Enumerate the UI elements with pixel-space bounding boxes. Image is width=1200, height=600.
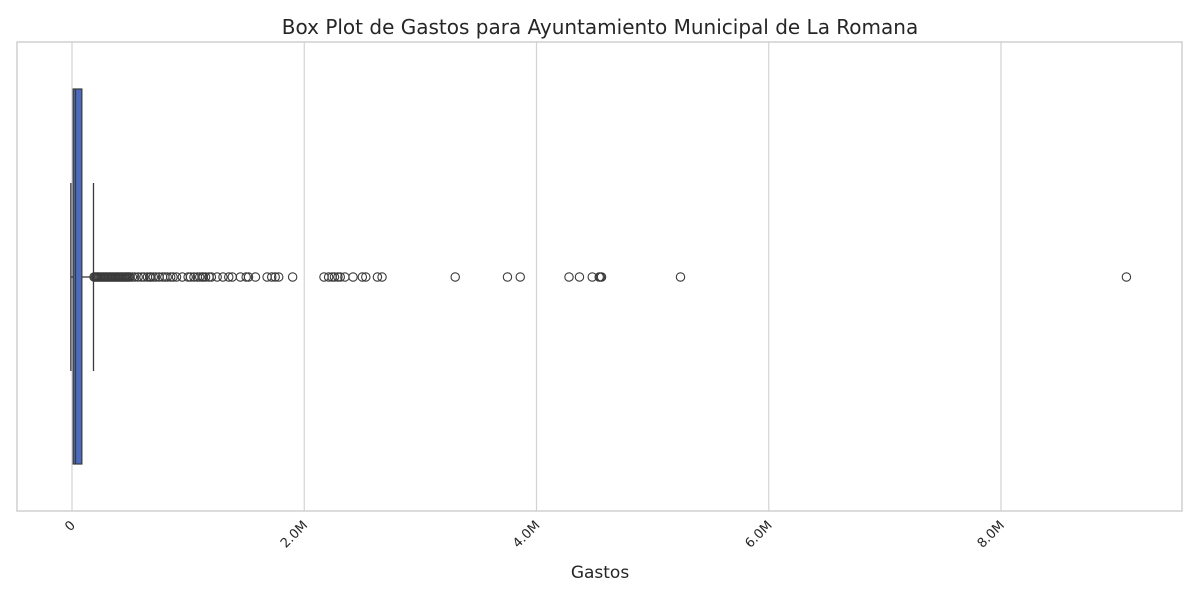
outlier-point: [377, 272, 387, 282]
x-tick-label: 6.0M: [742, 518, 775, 551]
outlier-point: [357, 272, 368, 282]
outlier-point: [372, 272, 383, 282]
outlier-point: [168, 272, 178, 282]
x-tick-label: 8.0M: [975, 518, 1008, 551]
outlier-point: [361, 272, 371, 282]
outlier-point: [165, 272, 176, 282]
outlier-point: [150, 272, 161, 282]
outlier-point: [564, 272, 574, 282]
grid-layer: [71, 42, 1002, 511]
outlier-point: [206, 272, 217, 282]
outlier-point: [287, 272, 298, 282]
x-tick-label: 4.0M: [510, 518, 543, 551]
outlier-point: [335, 272, 345, 282]
x-axis-label: Gastos: [571, 563, 630, 583]
outlier-point: [171, 272, 182, 282]
outlier-point: [212, 272, 222, 282]
outlier-point: [218, 272, 228, 282]
outlier-layer: [89, 272, 1132, 282]
outlier-point: [502, 272, 513, 282]
outlier-point: [266, 272, 277, 282]
outlier-point: [133, 272, 143, 282]
outlier-point: [194, 272, 205, 282]
x-tick-label: 2.0M: [278, 518, 311, 551]
x-tick-label: 0: [62, 518, 78, 534]
outlier-point: [1121, 272, 1132, 282]
x-tick-labels: 0 2.0M 4.0M 6.0M 8.0M: [62, 518, 1007, 551]
plot-area-frame: [16, 41, 1183, 512]
outlier-point: [162, 272, 172, 282]
outlier-point: [241, 272, 251, 282]
interquartile-box: [72, 88, 83, 465]
outlier-point: [348, 272, 358, 282]
outlier-point: [148, 272, 159, 282]
outlier-point: [515, 272, 525, 282]
outlier-point: [243, 272, 254, 282]
outlier-point: [183, 272, 193, 282]
outlier-point: [139, 272, 149, 282]
outlier-point: [596, 272, 607, 282]
outlier-point: [200, 272, 211, 282]
outlier-point: [127, 272, 138, 282]
outlier-point: [675, 272, 686, 282]
outlier-point: [333, 272, 343, 282]
outlier-point: [224, 272, 234, 282]
outlier-point: [574, 272, 585, 282]
outlier-point: [329, 272, 340, 282]
outlier-point: [129, 272, 140, 282]
outlier-point: [270, 272, 280, 282]
outlier-point: [250, 272, 261, 282]
outlier-point: [450, 272, 460, 282]
outlier-point: [323, 272, 334, 282]
chart-title: Box Plot de Gastos para Ayuntamiento Mun…: [282, 15, 918, 39]
outlier-point: [185, 272, 196, 282]
outlier-point: [273, 272, 284, 282]
